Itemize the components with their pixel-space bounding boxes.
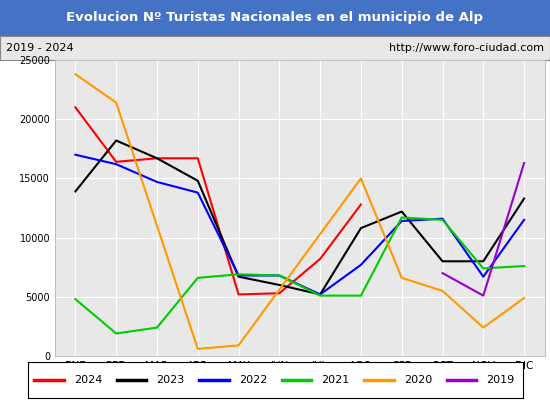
Text: 2023: 2023 bbox=[156, 375, 184, 385]
Text: 2021: 2021 bbox=[321, 375, 349, 385]
Text: http://www.foro-ciudad.com: http://www.foro-ciudad.com bbox=[389, 43, 544, 53]
Text: 2022: 2022 bbox=[239, 375, 267, 385]
Text: 2019 - 2024: 2019 - 2024 bbox=[6, 43, 73, 53]
Text: 2024: 2024 bbox=[74, 375, 102, 385]
Text: Evolucion Nº Turistas Nacionales en el municipio de Alp: Evolucion Nº Turistas Nacionales en el m… bbox=[67, 12, 483, 24]
Text: 2019: 2019 bbox=[486, 375, 514, 385]
Text: 2020: 2020 bbox=[404, 375, 432, 385]
